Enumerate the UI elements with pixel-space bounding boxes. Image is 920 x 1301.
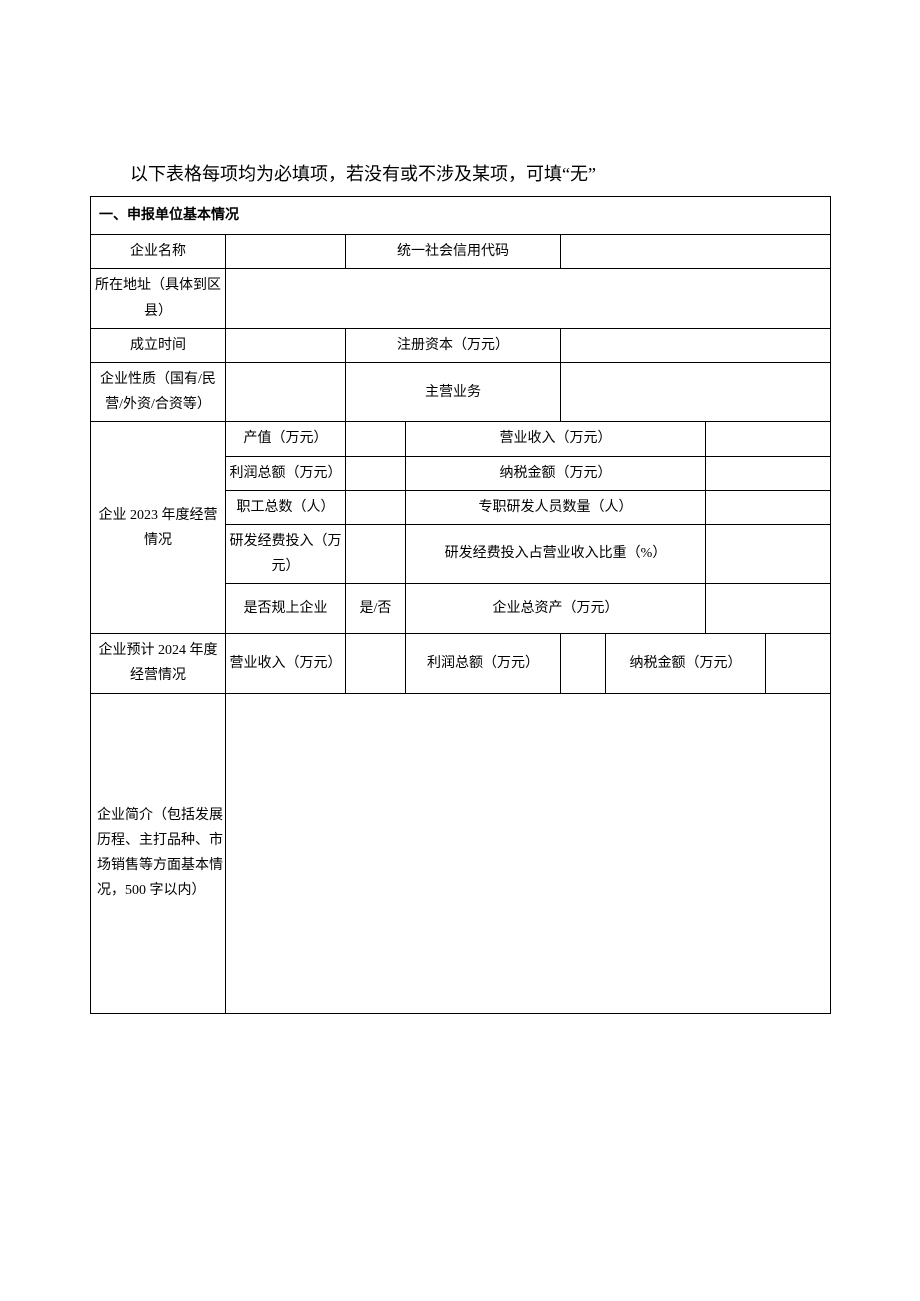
label-company-name: 企业名称 (91, 235, 226, 269)
instruction-text: 以下表格每项均为必填项，若没有或不涉及某项，可填“无” (90, 160, 830, 186)
label-founded: 成立时间 (91, 328, 226, 362)
value-rd-staff[interactable] (706, 490, 831, 524)
row-2024: 企业预计 2024 年度经营情况 营业收入（万元） 利润总额（万元） 纳税金额（… (91, 634, 831, 693)
label-revenue-2024: 营业收入（万元） (226, 634, 346, 693)
value-above-scale[interactable]: 是/否 (346, 584, 406, 634)
label-rd-invest: 研发经费投入（万元） (226, 524, 346, 583)
row-company-name: 企业名称 统一社会信用代码 (91, 235, 831, 269)
value-reg-capital[interactable] (561, 328, 831, 362)
value-intro[interactable] (226, 693, 831, 1013)
row-nature: 企业性质（国有/民营/外资/合资等） 主营业务 (91, 362, 831, 421)
value-tax-paid[interactable] (706, 456, 831, 490)
label-credit-code: 统一社会信用代码 (346, 235, 561, 269)
label-total-staff: 职工总数（人） (226, 490, 346, 524)
label-tax-2024: 纳税金额（万元） (606, 634, 766, 693)
value-rd-ratio[interactable] (706, 524, 831, 583)
row-founded: 成立时间 注册资本（万元） (91, 328, 831, 362)
value-tax-2024[interactable] (766, 634, 831, 693)
label-2023-header: 企业 2023 年度经营情况 (91, 422, 226, 634)
value-rd-invest[interactable] (346, 524, 406, 583)
label-total-profit: 利润总额（万元） (226, 456, 346, 490)
value-profit-2024[interactable] (561, 634, 606, 693)
label-2024-header: 企业预计 2024 年度经营情况 (91, 634, 226, 693)
value-main-business[interactable] (561, 362, 831, 421)
label-intro: 企业简介（包括发展历程、主打品种、市场销售等方面基本情况，500 字以内） (91, 693, 226, 1013)
value-nature[interactable] (226, 362, 346, 421)
value-founded[interactable] (226, 328, 346, 362)
label-above-scale: 是否规上企业 (226, 584, 346, 634)
value-company-name[interactable] (226, 235, 346, 269)
value-output-value[interactable] (346, 422, 406, 456)
label-nature: 企业性质（国有/民营/外资/合资等） (91, 362, 226, 421)
value-revenue[interactable] (706, 422, 831, 456)
label-total-assets: 企业总资产（万元） (406, 584, 706, 634)
value-total-profit[interactable] (346, 456, 406, 490)
label-rd-ratio: 研发经费投入占营业收入比重（%） (406, 524, 706, 583)
value-total-staff[interactable] (346, 490, 406, 524)
label-revenue: 营业收入（万元） (406, 422, 706, 456)
label-reg-capital: 注册资本（万元） (346, 328, 561, 362)
row-2023-output: 企业 2023 年度经营情况 产值（万元） 营业收入（万元） (91, 422, 831, 456)
page: 以下表格每项均为必填项，若没有或不涉及某项，可填“无” 一、申报单位基本情况 企… (0, 0, 920, 1301)
value-total-assets[interactable] (706, 584, 831, 634)
label-tax-paid: 纳税金额（万元） (406, 456, 706, 490)
row-address: 所在地址（具体到区县） (91, 269, 831, 328)
section1-title: 一、申报单位基本情况 (91, 197, 831, 235)
label-rd-staff: 专职研发人员数量（人） (406, 490, 706, 524)
section-header-row: 一、申报单位基本情况 (91, 197, 831, 235)
label-main-business: 主营业务 (346, 362, 561, 421)
label-output-value: 产值（万元） (226, 422, 346, 456)
value-address[interactable] (226, 269, 831, 328)
label-profit-2024: 利润总额（万元） (406, 634, 561, 693)
value-revenue-2024[interactable] (346, 634, 406, 693)
label-address: 所在地址（具体到区县） (91, 269, 226, 328)
value-credit-code[interactable] (561, 235, 831, 269)
row-intro: 企业简介（包括发展历程、主打品种、市场销售等方面基本情况，500 字以内） (91, 693, 831, 1013)
form-table: 一、申报单位基本情况 企业名称 统一社会信用代码 所在地址（具体到区县） 成立时… (90, 196, 831, 1014)
